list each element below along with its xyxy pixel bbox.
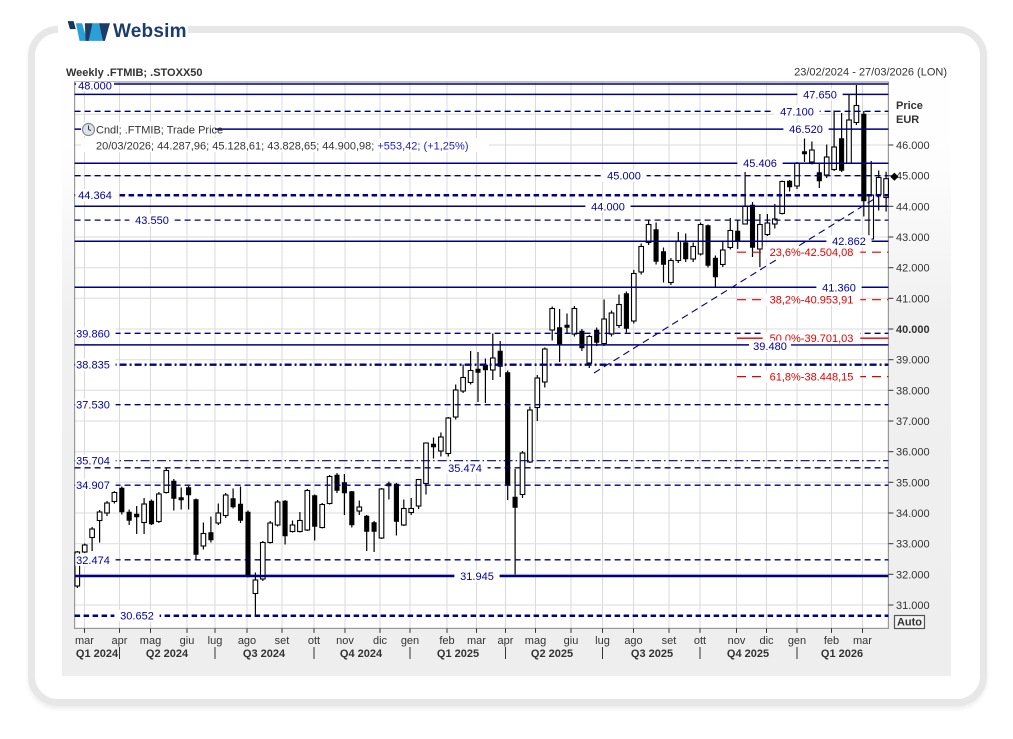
svg-text:44.000: 44.000 bbox=[591, 201, 625, 213]
svg-text:32.474: 32.474 bbox=[76, 555, 110, 567]
svg-text:36.000: 36.000 bbox=[896, 447, 930, 459]
svg-text:31.000: 31.000 bbox=[896, 600, 930, 612]
svg-text:apr: apr bbox=[112, 635, 128, 647]
svg-text:30.652: 30.652 bbox=[120, 611, 154, 623]
svg-text:Q3 2024: Q3 2024 bbox=[243, 648, 286, 660]
svg-text:45.406: 45.406 bbox=[743, 158, 777, 170]
svg-text:Q2 2024: Q2 2024 bbox=[146, 648, 189, 660]
svg-text:ago: ago bbox=[624, 635, 642, 647]
svg-text:33.000: 33.000 bbox=[896, 539, 930, 551]
svg-text:nov: nov bbox=[728, 635, 746, 647]
svg-text:lug: lug bbox=[208, 635, 223, 647]
svg-text:lug: lug bbox=[595, 635, 610, 647]
svg-text:35.474: 35.474 bbox=[448, 463, 482, 475]
svg-text:38.000: 38.000 bbox=[896, 385, 930, 397]
svg-text:34.907: 34.907 bbox=[76, 480, 110, 492]
svg-text:Weekly .FTMIB; .STOXX50: Weekly .FTMIB; .STOXX50 bbox=[66, 67, 203, 79]
svg-text:set: set bbox=[662, 635, 677, 647]
svg-text:ott: ott bbox=[694, 635, 706, 647]
svg-text:45.000: 45.000 bbox=[607, 171, 641, 183]
svg-text:Q1 2024: Q1 2024 bbox=[76, 648, 119, 660]
svg-text:Q4 2025: Q4 2025 bbox=[727, 648, 769, 660]
svg-text:31.945: 31.945 bbox=[460, 571, 494, 583]
svg-text:46.520: 46.520 bbox=[789, 124, 823, 136]
svg-text:mar: mar bbox=[75, 635, 94, 647]
svg-text:mar: mar bbox=[853, 635, 872, 647]
svg-text:45.000: 45.000 bbox=[896, 171, 930, 183]
svg-text:35.000: 35.000 bbox=[896, 477, 930, 489]
svg-text:mag: mag bbox=[525, 635, 546, 647]
svg-text:47.650: 47.650 bbox=[803, 89, 837, 101]
svg-text:giu: giu bbox=[564, 635, 579, 647]
svg-text:feb: feb bbox=[824, 635, 839, 647]
svg-text:32.000: 32.000 bbox=[896, 569, 930, 581]
svg-text:Price: Price bbox=[896, 100, 923, 112]
svg-text:Q3 2025: Q3 2025 bbox=[631, 648, 673, 660]
svg-text:gen: gen bbox=[788, 635, 806, 647]
svg-text:Q2 2025: Q2 2025 bbox=[531, 648, 573, 660]
svg-text:41.360: 41.360 bbox=[822, 282, 856, 294]
svg-text:43.550: 43.550 bbox=[135, 215, 169, 227]
svg-text:gen: gen bbox=[401, 635, 419, 647]
svg-text:38,2%-40.953,91: 38,2%-40.953,91 bbox=[770, 295, 854, 307]
svg-text:35.704: 35.704 bbox=[76, 456, 110, 468]
svg-text:feb: feb bbox=[439, 635, 454, 647]
svg-text:42.862: 42.862 bbox=[832, 236, 866, 248]
svg-text:44.000: 44.000 bbox=[896, 201, 930, 213]
svg-text:23/02/2024 - 27/03/2026 (LON): 23/02/2024 - 27/03/2026 (LON) bbox=[794, 67, 947, 79]
svg-text:23,6%-42.504,08: 23,6%-42.504,08 bbox=[770, 247, 854, 259]
svg-text:39.480: 39.480 bbox=[753, 341, 787, 353]
svg-text:47.100: 47.100 bbox=[780, 106, 814, 118]
svg-text:34.000: 34.000 bbox=[896, 508, 930, 520]
svg-text:mag: mag bbox=[140, 635, 161, 647]
svg-text:37.530: 37.530 bbox=[76, 400, 110, 412]
svg-text:apr: apr bbox=[498, 635, 514, 647]
svg-text:Cndl; .FTMIB; Trade Price: Cndl; .FTMIB; Trade Price bbox=[96, 125, 223, 137]
svg-text:44.364: 44.364 bbox=[78, 190, 112, 202]
svg-text:nov: nov bbox=[336, 635, 354, 647]
svg-text:20/03/2026; 44.287,96; 45.128,: 20/03/2026; 44.287,96; 45.128,61; 43.828… bbox=[96, 141, 468, 153]
svg-text:dic: dic bbox=[373, 635, 388, 647]
svg-text:ott: ott bbox=[308, 635, 320, 647]
svg-text:mar: mar bbox=[467, 635, 486, 647]
svg-text:dic: dic bbox=[759, 635, 774, 647]
svg-text:37.000: 37.000 bbox=[896, 416, 930, 428]
svg-text:40.000: 40.000 bbox=[896, 324, 930, 336]
svg-text:Q1 2026: Q1 2026 bbox=[821, 648, 863, 660]
svg-text:42.000: 42.000 bbox=[896, 263, 930, 275]
svg-text:Auto: Auto bbox=[897, 617, 922, 629]
svg-text:46.000: 46.000 bbox=[896, 140, 930, 152]
svg-text:38.835: 38.835 bbox=[76, 360, 110, 372]
svg-text:48.000: 48.000 bbox=[78, 81, 112, 93]
svg-text:39.000: 39.000 bbox=[896, 355, 930, 367]
svg-text:ago: ago bbox=[238, 635, 256, 647]
svg-text:set: set bbox=[275, 635, 290, 647]
svg-text:41.000: 41.000 bbox=[896, 293, 930, 305]
svg-text:Q1 2025: Q1 2025 bbox=[437, 648, 479, 660]
svg-text:61,8%-38.448,15: 61,8%-38.448,15 bbox=[770, 372, 854, 384]
svg-text:EUR: EUR bbox=[896, 114, 919, 126]
svg-text:giu: giu bbox=[180, 635, 195, 647]
svg-text:39.860: 39.860 bbox=[76, 328, 110, 340]
svg-text:Q4 2024: Q4 2024 bbox=[340, 648, 383, 660]
svg-text:43.000: 43.000 bbox=[896, 232, 930, 244]
